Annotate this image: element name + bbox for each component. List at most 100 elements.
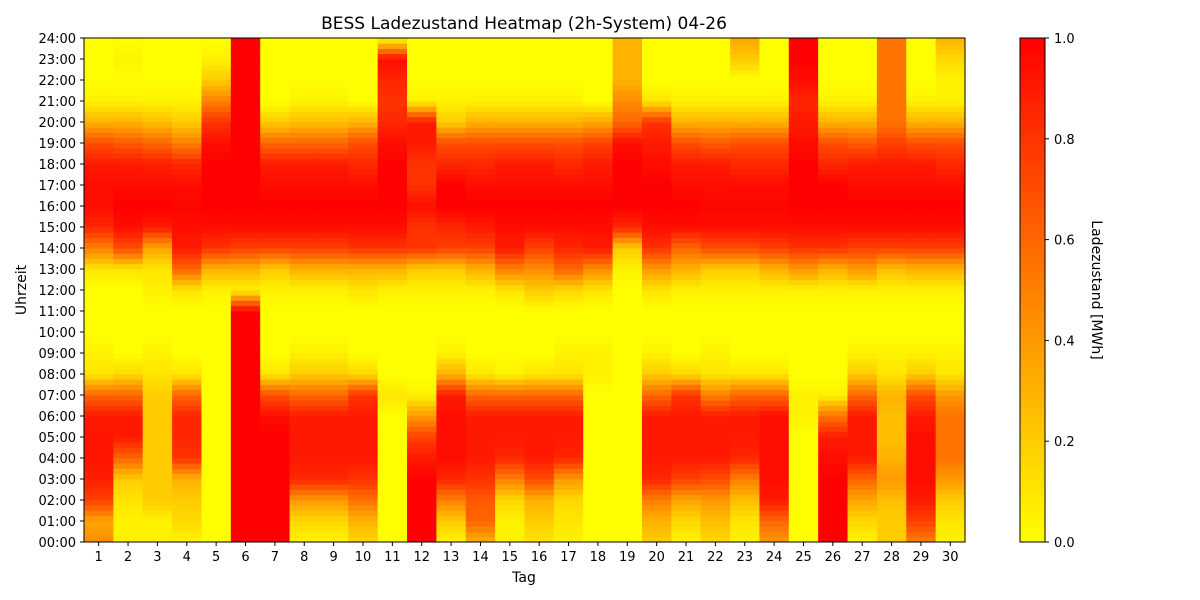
heatmap-cell [465, 332, 496, 338]
heatmap-cell [671, 116, 702, 123]
heatmap-cell [906, 531, 937, 538]
heatmap-cell [759, 389, 790, 396]
heatmap-cell [818, 38, 848, 44]
heatmap-cell [289, 305, 320, 312]
heatmap-cell [847, 85, 878, 91]
heatmap-cell [788, 116, 819, 123]
heatmap-cell [172, 290, 202, 296]
heatmap-cell [876, 122, 907, 128]
heatmap-cell [465, 116, 496, 123]
heatmap-cell [84, 463, 114, 469]
heatmap-cell [172, 295, 202, 301]
heatmap-cell [906, 190, 937, 196]
heatmap-cell [788, 279, 819, 286]
heatmap-cell [348, 326, 379, 333]
heatmap-cell [847, 253, 878, 259]
x-tick-label: 25 [795, 550, 812, 565]
heatmap-cell [201, 190, 232, 196]
heatmap-cell [436, 363, 467, 370]
heatmap-cell [847, 64, 878, 70]
heatmap-cell [759, 164, 790, 170]
heatmap-cell [788, 405, 819, 412]
heatmap-cell [348, 510, 379, 517]
heatmap-cell [318, 452, 349, 459]
heatmap-cell [759, 521, 790, 527]
heatmap-cell [876, 368, 907, 375]
heatmap-cell [788, 363, 819, 370]
heatmap-cell [113, 384, 144, 391]
heatmap-cell [612, 452, 643, 459]
heatmap-cell [818, 531, 848, 538]
heatmap-cell [935, 74, 966, 81]
heatmap-cell [583, 190, 613, 196]
heatmap-cell [201, 53, 232, 60]
heatmap-cell [348, 311, 379, 317]
heatmap-cell [348, 505, 379, 511]
heatmap-cell [906, 279, 937, 286]
heatmap-cell [201, 489, 232, 496]
heatmap-cell [495, 143, 525, 149]
heatmap-cell [730, 48, 760, 55]
heatmap-cell [113, 64, 144, 70]
heatmap-cell [583, 279, 613, 286]
heatmap-cell [407, 237, 437, 244]
heatmap-cell [612, 195, 643, 202]
heatmap-cell [700, 195, 731, 202]
heatmap-cell [700, 389, 731, 396]
heatmap-cell [730, 59, 760, 65]
heatmap-cell [348, 253, 379, 259]
heatmap-cell [906, 374, 937, 380]
heatmap-cell [289, 111, 320, 118]
heatmap-cell [700, 143, 731, 149]
heatmap-cell [289, 421, 320, 427]
heatmap-cell [172, 447, 202, 454]
heatmap-cell [465, 531, 496, 538]
heatmap-cell [260, 143, 290, 149]
heatmap-cell [906, 174, 937, 181]
heatmap-cell [230, 447, 261, 454]
heatmap-cell [113, 122, 144, 128]
heatmap-cell [847, 463, 878, 469]
heatmap-cell [553, 479, 584, 485]
heatmap-cell [759, 342, 790, 349]
heatmap-cell [583, 143, 613, 149]
heatmap-cell [465, 363, 496, 370]
heatmap-cell [583, 510, 613, 517]
heatmap-cell [788, 368, 819, 375]
heatmap-cell [495, 337, 525, 343]
heatmap-cell [788, 353, 819, 359]
heatmap-cell [612, 468, 643, 475]
heatmap-cell [612, 190, 643, 196]
heatmap-cell [436, 484, 467, 490]
heatmap-cell [906, 363, 937, 370]
heatmap-cell [348, 337, 379, 343]
heatmap-cell [377, 206, 408, 212]
heatmap-cell [700, 484, 731, 490]
heatmap-cell [436, 153, 467, 160]
heatmap-cell [524, 337, 555, 343]
heatmap-cell [876, 148, 907, 154]
heatmap-cell [935, 174, 966, 181]
heatmap-cell [318, 232, 349, 238]
heatmap-cell [318, 316, 349, 322]
heatmap-cell [906, 484, 937, 490]
heatmap-cell [524, 38, 555, 44]
heatmap-cell [583, 326, 613, 333]
heatmap-cell [201, 521, 232, 527]
heatmap-cell [318, 158, 349, 165]
x-tick-label: 16 [531, 550, 548, 565]
heatmap-cell [700, 505, 731, 511]
heatmap-cell [671, 442, 702, 448]
heatmap-cell [583, 426, 613, 433]
heatmap-cell [641, 137, 672, 144]
heatmap-cell [818, 80, 848, 86]
heatmap-cell [788, 510, 819, 517]
heatmap-cell [935, 216, 966, 223]
heatmap-cell [230, 332, 261, 338]
heatmap-cell [113, 531, 144, 538]
heatmap-cell [847, 221, 878, 228]
heatmap-cell [730, 253, 760, 259]
heatmap-cell [377, 200, 408, 207]
heatmap-cell [935, 221, 966, 228]
heatmap-cell [700, 111, 731, 118]
